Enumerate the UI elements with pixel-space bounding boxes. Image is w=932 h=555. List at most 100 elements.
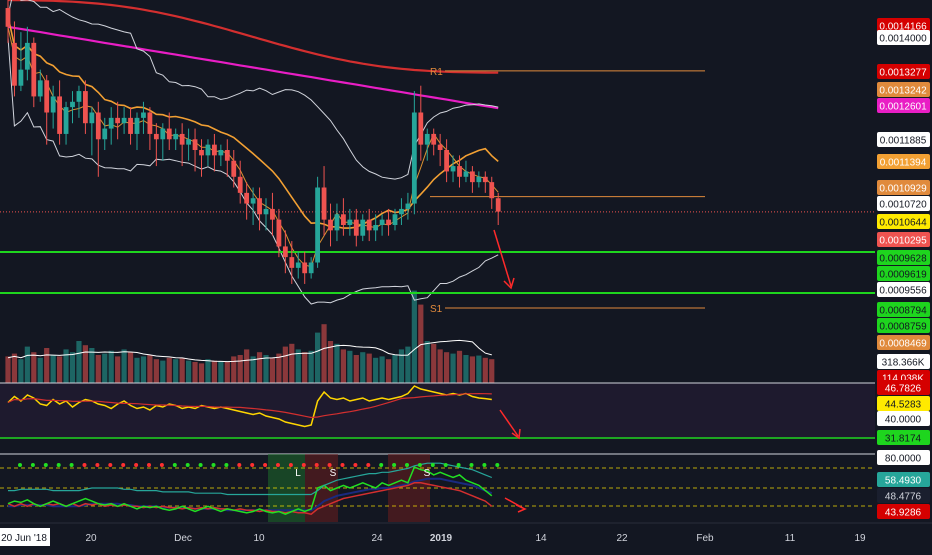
signal-dot (82, 463, 87, 467)
candle-body (199, 150, 204, 156)
rsi-label-box (877, 396, 930, 411)
price-label-box (877, 98, 930, 113)
signal-dot (327, 463, 332, 467)
volume-bar (50, 355, 56, 383)
volume-bar (63, 349, 69, 383)
price-label: 0.0013277 (879, 68, 927, 79)
price-label-box (877, 214, 930, 229)
volume-bar (102, 353, 108, 383)
osc-label-box (877, 450, 930, 465)
annotations (493, 229, 527, 513)
volume-bar (24, 346, 30, 383)
candle-body (224, 150, 230, 161)
osc-label: 48.4776 (885, 492, 922, 503)
signal-dot (456, 463, 461, 467)
volume-bar (276, 353, 282, 383)
volume-bar (147, 355, 153, 383)
candle-body (334, 214, 340, 231)
candle-body (231, 160, 237, 177)
candle-body (115, 117, 121, 124)
price-label-box (877, 82, 930, 97)
price-label-box (877, 302, 930, 317)
candle-body (457, 166, 462, 177)
time-axis-label: 22 (616, 533, 628, 544)
trend-arrow-price-head (503, 277, 515, 290)
volume-bar (108, 350, 114, 383)
price-label: 114.038K (882, 374, 924, 385)
candle-body (212, 144, 217, 156)
volume-bar (160, 360, 166, 383)
candle-body (244, 192, 250, 204)
rsi-line (7, 385, 492, 428)
signal-dot (301, 463, 306, 467)
candle-body (160, 128, 166, 140)
volume-bar (5, 356, 11, 383)
price-label: 0.0010295 (879, 236, 927, 247)
volume-bar (424, 341, 430, 383)
candle-body (108, 117, 114, 129)
volume-bar (476, 355, 482, 383)
volume-bar (127, 352, 134, 383)
price-label-box (877, 64, 930, 79)
signal-dot (379, 463, 384, 467)
signal-dot (276, 463, 280, 467)
volume-bar (218, 361, 224, 383)
candle-body (444, 150, 449, 172)
candle-body (366, 219, 372, 231)
volume-pane (5, 290, 495, 383)
trend-arrow-osc-head (515, 504, 527, 513)
signal-dot (95, 463, 100, 467)
price-label-box (877, 250, 930, 265)
price-label: 318.366K (882, 358, 925, 369)
rsi-pane-background (0, 383, 875, 439)
volume-bar (347, 350, 353, 383)
signal-dot (211, 463, 216, 467)
candle-body (495, 198, 501, 212)
time-axis-label: Dec (174, 533, 192, 544)
candle-body (166, 128, 172, 140)
candle-body (192, 139, 198, 150)
candle-body (95, 112, 101, 140)
rsi-label-box (877, 430, 930, 445)
time-axis[interactable]: 20 Jun '18 20 Dec 10 24 2019 14 22 Feb 11 19 (0, 522, 932, 546)
volume-bar (340, 349, 346, 383)
volume-bar (308, 350, 314, 383)
volume-bar (489, 359, 495, 383)
signal-dot (250, 463, 255, 467)
trend-arrow-price (493, 229, 512, 287)
volume-bar (302, 352, 308, 383)
volume-ma-line (7, 339, 492, 363)
time-axis-label: 2019 (430, 533, 453, 544)
rsi-label: 31.8174 (885, 434, 922, 445)
time-axis-label: 11 (785, 533, 796, 544)
price-label: 0.0010929 (879, 184, 927, 195)
volume-bar (379, 356, 385, 383)
signal-dot (56, 463, 61, 467)
volume-bar (244, 349, 250, 383)
candlestick-series (5, 0, 501, 284)
volume-bar (186, 360, 192, 383)
oscillator-red-line (7, 482, 493, 516)
volume-bar (153, 359, 159, 383)
volume-bar (57, 356, 63, 383)
volume-bar (166, 357, 172, 383)
candle-body (353, 219, 359, 236)
pivot-s1-label: S1 (430, 304, 443, 315)
candle-body (328, 219, 333, 231)
volume-bar (231, 356, 237, 383)
price-label-box (877, 232, 930, 247)
ma-line-red (7, 0, 499, 74)
volume-bar (456, 350, 463, 383)
time-axis-label: 24 (371, 533, 383, 544)
signal-dot (224, 463, 229, 467)
rsi-label: 46.7826 (885, 384, 922, 395)
ma-line-magenta (7, 25, 499, 110)
volume-bar (115, 356, 121, 383)
candle-body (476, 176, 482, 183)
time-axis-cursor-label: 20 Jun '18 (1, 533, 47, 544)
signal-marker-label: S (330, 468, 337, 479)
price-label-box (877, 354, 930, 369)
